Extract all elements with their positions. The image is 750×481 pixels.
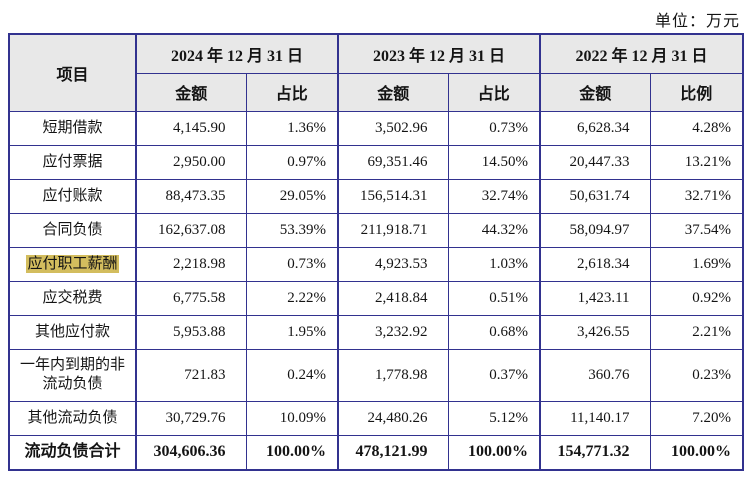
row-ratio-2023: 44.32% [447,212,541,248]
row-ratio-2022: 37.54% [649,212,744,248]
row-ratio-2024: 1.36% [245,110,339,146]
row-amount-2022: 50,631.74 [539,178,651,214]
table-row-short-term-borrowings: 短期借款 4,145.90 1.36% 3,502.96 0.73% 6,628… [8,110,744,146]
row-ratio-2022: 32.71% [649,178,744,214]
table-row-total-current-liabilities: 流动负债合计 304,606.36 100.00% 478,121.99 100… [8,434,744,471]
row-ratio-2024: 10.09% [245,400,339,436]
row-amount-2023: 2,418.84 [337,280,449,316]
row-item-label: 应付票据 [8,144,137,180]
row-amount-2022: 58,094.97 [539,212,651,248]
row-amount-2023: 478,121.99 [337,434,449,471]
row-ratio-2022: 100.00% [649,434,744,471]
row-amount-2022: 1,423.11 [539,280,651,316]
row-item-label: 流动负债合计 [8,434,137,471]
row-amount-2022: 3,426.55 [539,314,651,350]
row-ratio-2023: 0.73% [447,110,541,146]
row-amount-2022: 6,628.34 [539,110,651,146]
table-row-contract-liabilities: 合同负债 162,637.08 53.39% 211,918.71 44.32%… [8,212,744,248]
row-amount-2024: 2,218.98 [135,246,247,282]
row-amount-2022: 11,140.17 [539,400,651,436]
row-item-label: 短期借款 [8,110,137,146]
row-item-label: 应付职工薪酬 [8,246,137,282]
row-ratio-2023: 0.68% [447,314,541,350]
row-amount-2024: 30,729.76 [135,400,247,436]
column-header-ratio-2023: 占比 [447,72,541,112]
row-amount-2024: 2,950.00 [135,144,247,180]
current-liabilities-table: 项目 2024 年 12 月 31 日 2023 年 12 月 31 日 202… [8,33,745,471]
row-amount-2024: 304,606.36 [135,434,247,471]
row-ratio-2024: 1.95% [245,314,339,350]
column-header-ratio-2024: 占比 [245,72,339,112]
header-row-measures: 金额 占比 金额 占比 金额 比例 [9,72,744,112]
row-item-label: 合同负债 [8,212,137,248]
table-row-noncurrent-due-within-one-year: 一年内到期的非流动负债 721.83 0.24% 1,778.98 0.37% … [8,348,744,402]
row-amount-2023: 69,351.46 [337,144,449,180]
row-item-label: 其他应付款 [8,314,137,350]
column-header-date-2022: 2022 年 12 月 31 日 [539,33,744,74]
row-ratio-2024: 0.97% [245,144,339,180]
table-row-notes-payable: 应付票据 2,950.00 0.97% 69,351.46 14.50% 20,… [8,144,744,180]
table-row-accounts-payable: 应付账款 88,473.35 29.05% 156,514.31 32.74% … [8,178,744,214]
row-ratio-2024: 0.73% [245,246,339,282]
row-ratio-2022: 4.28% [649,110,744,146]
row-ratio-2024: 29.05% [245,178,339,214]
row-item-label: 应交税费 [8,280,137,316]
row-ratio-2023: 32.74% [447,178,541,214]
row-ratio-2023: 14.50% [447,144,541,180]
highlight-mark: 应付职工薪酬 [26,254,119,273]
column-header-amount-2023: 金额 [337,72,449,112]
row-amount-2023: 4,923.53 [337,246,449,282]
unit-label: 单位：万元 [654,13,740,30]
row-ratio-2022: 7.20% [649,400,744,436]
row-amount-2023: 211,918.71 [337,212,449,248]
row-ratio-2023: 100.00% [447,434,541,471]
row-amount-2023: 3,232.92 [337,314,449,350]
column-header-date-2024: 2024 年 12 月 31 日 [134,33,339,74]
row-ratio-2022: 0.92% [649,280,744,316]
row-item-label: 其他流动负债 [8,400,137,436]
row-amount-2022: 154,771.32 [539,434,651,471]
row-amount-2024: 6,775.58 [135,280,247,316]
row-ratio-2023: 5.12% [447,400,541,436]
row-ratio-2022: 0.23% [649,348,744,402]
row-ratio-2022: 2.21% [649,314,744,350]
row-ratio-2022: 1.69% [649,246,744,282]
row-amount-2023: 3,502.96 [337,110,449,146]
column-header-amount-2024: 金额 [135,72,247,112]
row-item-label: 一年内到期的非流动负债 [8,348,137,402]
row-ratio-2024: 100.00% [245,434,339,471]
row-amount-2023: 1,778.98 [337,348,449,402]
column-header-item: 项目 [8,33,137,112]
row-ratio-2023: 0.51% [447,280,541,316]
table-row-other-payables: 其他应付款 5,953.88 1.95% 3,232.92 0.68% 3,42… [8,314,744,350]
row-ratio-2024: 2.22% [245,280,339,316]
table-row-employee-compensation: 应付职工薪酬 2,218.98 0.73% 4,923.53 1.03% 2,6… [8,246,744,282]
row-amount-2024: 162,637.08 [135,212,247,248]
row-amount-2024: 5,953.88 [135,314,247,350]
row-ratio-2024: 53.39% [245,212,339,248]
table-row-other-current-liabilities: 其他流动负债 30,729.76 10.09% 24,480.26 5.12% … [8,400,744,436]
row-ratio-2022: 13.21% [649,144,744,180]
row-amount-2024: 721.83 [135,348,247,402]
row-ratio-2023: 1.03% [447,246,541,282]
row-ratio-2023: 0.37% [447,348,541,402]
row-ratio-2024: 0.24% [245,348,339,402]
header-row-dates: 项目 2024 年 12 月 31 日 2023 年 12 月 31 日 202… [8,33,744,112]
row-amount-2022: 20,447.33 [539,144,651,180]
row-item-label: 应付账款 [8,178,137,214]
row-amount-2024: 88,473.35 [135,178,247,214]
column-header-ratio-2022: 比例 [649,72,744,112]
row-amount-2024: 4,145.90 [135,110,247,146]
row-amount-2022: 360.76 [539,348,651,402]
column-header-date-2023: 2023 年 12 月 31 日 [337,33,541,74]
table-row-taxes-payable: 应交税费 6,775.58 2.22% 2,418.84 0.51% 1,423… [8,280,744,316]
row-amount-2023: 156,514.31 [337,178,449,214]
row-amount-2023: 24,480.26 [337,400,449,436]
row-amount-2022: 2,618.34 [539,246,651,282]
column-header-amount-2022: 金额 [539,72,651,112]
